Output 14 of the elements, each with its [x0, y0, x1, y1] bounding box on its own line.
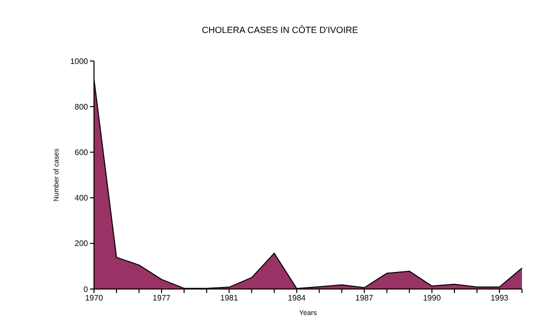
x-tick-label: 1993 — [490, 294, 509, 303]
y-tick-label: 1000 — [70, 56, 89, 66]
x-tick-label: 1970 — [85, 294, 104, 303]
x-tick-label: 1990 — [422, 294, 442, 303]
y-tick-label: 0 — [84, 284, 89, 294]
y-tick-label: 600 — [74, 148, 89, 158]
x-tick-label: 1987 — [355, 294, 374, 303]
x-tick-label: 1981 — [220, 294, 239, 303]
y-tick-label: 800 — [74, 102, 89, 112]
x-tick-label: 1977 — [152, 294, 172, 303]
chart-title: CHOLERA CASES IN CÔTE D'IVOIRE — [200, 25, 360, 35]
x-tick-label: 1984 — [288, 294, 306, 303]
y-tick-label: 400 — [74, 194, 89, 203]
y-tick-label: 200 — [74, 239, 89, 248]
